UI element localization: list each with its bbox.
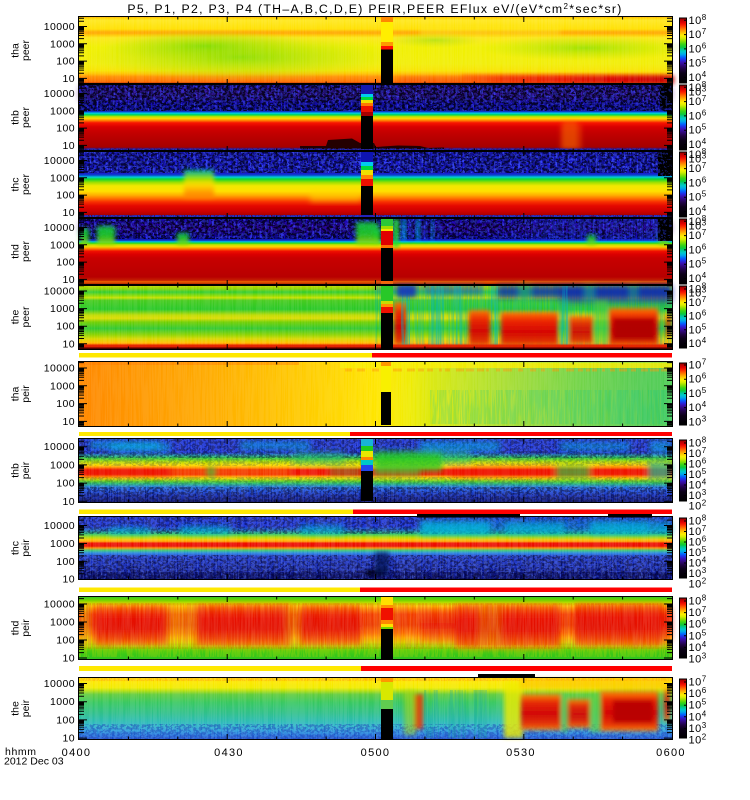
svg-text:10: 10 <box>63 574 75 586</box>
svg-text:1000: 1000 <box>50 303 75 315</box>
svg-text:thd: thd <box>10 244 22 259</box>
svg-text:1000: 1000 <box>50 696 75 708</box>
svg-text:peer: peer <box>20 240 32 262</box>
svg-text:10000: 10000 <box>44 222 75 234</box>
svg-text:10: 10 <box>63 207 75 219</box>
svg-text:10: 10 <box>63 416 75 428</box>
svg-text:10000: 10000 <box>44 363 75 375</box>
svg-text:thc: thc <box>10 177 22 191</box>
svg-text:100: 100 <box>56 556 75 568</box>
svg-text:0400: 0400 <box>62 747 92 759</box>
svg-text:10: 10 <box>63 338 75 350</box>
svg-text:100: 100 <box>56 321 75 333</box>
svg-text:the: the <box>10 310 22 325</box>
svg-text:10000: 10000 <box>44 678 75 690</box>
svg-text:10: 10 <box>63 140 75 152</box>
svg-text:100: 100 <box>56 123 75 135</box>
svg-text:tha: tha <box>10 387 22 402</box>
svg-text:100: 100 <box>56 398 75 410</box>
svg-text:10: 10 <box>63 73 75 85</box>
svg-text:10000: 10000 <box>44 599 75 611</box>
svg-text:10000: 10000 <box>44 441 75 453</box>
svg-text:100: 100 <box>56 635 75 647</box>
svg-text:100: 100 <box>56 257 75 269</box>
svg-text:thd: thd <box>10 621 22 636</box>
svg-text:1000: 1000 <box>50 105 75 117</box>
svg-text:hhmm: hhmm <box>5 746 37 758</box>
svg-text:P5, P1, P2, P3, P4 (TH–A,B,C,D: P5, P1, P2, P3, P4 (TH–A,B,C,D,E) PEIR,P… <box>127 2 622 17</box>
svg-text:10000: 10000 <box>44 520 75 532</box>
svg-text:2012 Dec 03: 2012 Dec 03 <box>4 756 64 768</box>
svg-text:10000: 10000 <box>44 286 75 298</box>
svg-text:thb: thb <box>10 463 22 478</box>
svg-text:0500: 0500 <box>361 747 391 759</box>
svg-text:peer: peer <box>20 173 32 195</box>
svg-text:10: 10 <box>63 733 75 745</box>
svg-text:10: 10 <box>63 653 75 665</box>
svg-text:100: 100 <box>56 714 75 726</box>
svg-text:100: 100 <box>56 478 75 490</box>
svg-text:1000: 1000 <box>50 459 75 471</box>
svg-text:100: 100 <box>56 56 75 68</box>
svg-text:1000: 1000 <box>50 172 75 184</box>
svg-text:peer: peer <box>20 106 32 128</box>
svg-text:peir: peir <box>20 539 32 557</box>
svg-text:thc: thc <box>10 541 22 555</box>
svg-text:1000: 1000 <box>50 380 75 392</box>
svg-text:peir: peir <box>20 699 32 717</box>
svg-text:peir: peir <box>20 461 32 479</box>
svg-text:10: 10 <box>63 496 75 508</box>
svg-text:0600: 0600 <box>656 747 686 759</box>
svg-text:tha: tha <box>10 43 22 58</box>
svg-text:0430: 0430 <box>214 747 244 759</box>
svg-text:1000: 1000 <box>50 239 75 251</box>
svg-text:10: 10 <box>63 274 75 286</box>
svg-text:peer: peer <box>20 39 32 61</box>
svg-text:0530: 0530 <box>506 747 536 759</box>
svg-text:1000: 1000 <box>50 538 75 550</box>
svg-text:10000: 10000 <box>44 155 75 167</box>
svg-text:1000: 1000 <box>50 38 75 50</box>
svg-text:peer: peer <box>20 306 32 328</box>
svg-text:1000: 1000 <box>50 617 75 629</box>
svg-text:thb: thb <box>10 110 22 125</box>
svg-text:the: the <box>10 701 22 716</box>
svg-text:peir: peir <box>20 619 32 637</box>
svg-text:peir: peir <box>20 385 32 403</box>
svg-text:100: 100 <box>56 190 75 202</box>
svg-text:10000: 10000 <box>44 88 75 100</box>
svg-text:10000: 10000 <box>44 21 75 33</box>
